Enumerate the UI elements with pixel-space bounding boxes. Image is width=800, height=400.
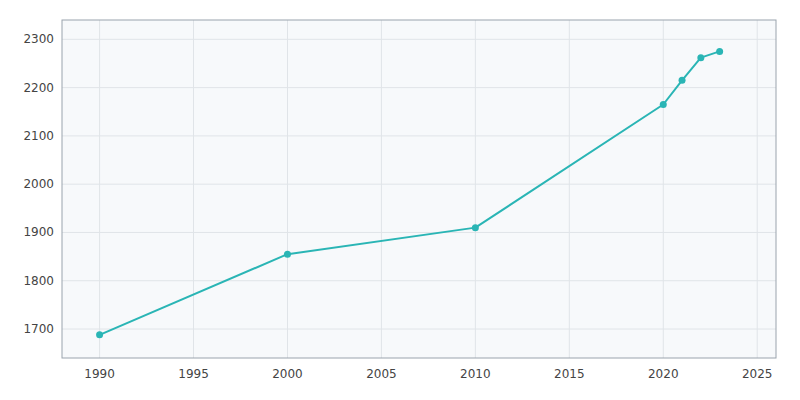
x-grid-line [287,20,288,358]
marker [716,48,723,55]
x-tick-label: 1995 [178,367,209,381]
axes: 1990 1995 2000 2005 2010 2015 2020 2025 1700 1800… [23,32,772,381]
y-grid-line [62,184,776,185]
x-tick-label: 1990 [84,367,115,381]
x-tick-label: 2015 [554,367,585,381]
x-tick-label: 2005 [366,367,397,381]
y-tick-label: 2300 [23,32,54,46]
x-grid-line [475,20,476,358]
marker [472,224,479,231]
plot-frame [62,20,776,358]
marker [697,54,704,61]
y-tick-label: 1800 [23,274,54,288]
chart-svg: 1990 1995 2000 2005 2010 2015 2020 2025 1700 1800… [0,0,800,400]
x-tick-label: 2010 [460,367,491,381]
x-grid-line [99,20,100,358]
x-tick-label: 2020 [648,367,679,381]
x-grid-line [569,20,570,358]
y-grid-line [62,329,776,330]
y-tick-label: 2200 [23,81,54,95]
x-grid-line [663,20,664,358]
y-grid-line [62,87,776,88]
marker [660,101,667,108]
x-tick-label: 2000 [272,367,303,381]
y-grid-line [62,39,776,40]
plot-background [62,20,776,358]
x-tick-label: 2025 [742,367,773,381]
y-grid-line [62,135,776,136]
y-tick-label: 2000 [23,177,54,191]
x-grid-line [193,20,194,358]
marker [284,251,291,258]
y-tick-label: 1700 [23,322,54,336]
y-tick-label: 2100 [23,129,54,143]
y-grid-line [62,280,776,281]
y-tick-label: 1900 [23,225,54,239]
grid [62,20,776,358]
line [100,51,720,334]
chart-container: 1990 1995 2000 2005 2010 2015 2020 2025 1700 1800… [0,0,800,400]
data-group [96,48,723,338]
marker [679,77,686,84]
marker [96,331,103,338]
y-grid-line [62,232,776,233]
x-grid-line [757,20,758,358]
x-grid-line [381,20,382,358]
